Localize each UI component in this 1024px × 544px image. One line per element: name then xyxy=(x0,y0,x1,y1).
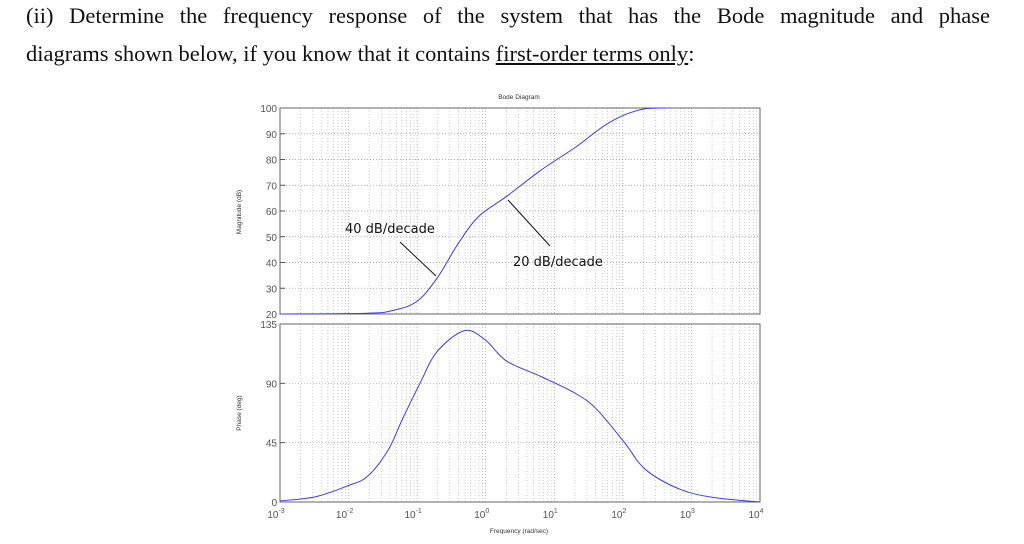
x-tick-exponent: 4 xyxy=(760,508,764,515)
question-underlined-text: first-order terms only xyxy=(495,41,689,66)
phase-axis-label: Phase (deg) xyxy=(236,395,243,430)
y-tick-label: 90 xyxy=(266,130,278,141)
annotation-arrow-40db xyxy=(399,241,437,277)
x-tick-exponent: 1 xyxy=(554,508,558,515)
y-tick-label: 70 xyxy=(266,181,278,192)
annotation-20db-per-decade: 20 dB/decade xyxy=(513,255,603,270)
question-line-1: (ii) Determine the frequency response of… xyxy=(26,3,990,28)
x-tick-exponent: 0 xyxy=(485,508,489,515)
magnitude-curve xyxy=(279,107,667,315)
question-text: diagrams shown below, if you know that i… xyxy=(26,41,496,66)
y-tick-label: 30 xyxy=(266,284,278,295)
frequency-axis-label: Frequency (rad/sec) xyxy=(490,528,548,535)
y-tick-label: 135 xyxy=(260,320,277,331)
x-tick-label: 10-2 xyxy=(336,508,353,521)
y-tick-label: 80 xyxy=(266,156,278,167)
x-tick-exponent: -1 xyxy=(416,508,422,515)
annotation-arrow-20db xyxy=(507,199,551,247)
x-tick-exponent: -2 xyxy=(347,508,353,515)
x-tick-label: 100 xyxy=(474,508,489,521)
plot-area xyxy=(280,324,760,502)
x-tick-label: 103 xyxy=(680,508,695,521)
x-tick-label: 104 xyxy=(748,508,763,521)
x-tick-label: 102 xyxy=(611,508,626,521)
x-tick-label: 10-1 xyxy=(404,508,421,521)
x-tick-exponent: -3 xyxy=(278,508,284,515)
y-tick-label: 60 xyxy=(266,207,278,218)
x-tick-label: 10-3 xyxy=(267,508,284,521)
question-line-2: diagrams shown below, if you know that i… xyxy=(26,41,990,67)
x-tick-label: 101 xyxy=(543,508,558,521)
y-tick-label: 90 xyxy=(266,379,278,390)
y-tick-label: 100 xyxy=(260,104,277,115)
y-tick-label: 50 xyxy=(266,233,278,244)
x-tick-exponent: 2 xyxy=(622,508,626,515)
axes-frame xyxy=(279,107,761,315)
annotation-40db-per-decade: 40 dB/decade xyxy=(345,222,435,237)
phase-curve xyxy=(279,329,761,503)
axes-frame xyxy=(279,323,761,503)
y-tick-label: 45 xyxy=(266,439,278,450)
y-tick-label: 40 xyxy=(266,259,278,270)
question-colon: : xyxy=(688,41,695,66)
magnitude-axis-label: Magnitude (dB) xyxy=(236,190,243,234)
y-tick-label: 20 xyxy=(266,310,278,321)
y-tick-label: 0 xyxy=(271,498,277,509)
x-tick-exponent: 3 xyxy=(691,508,695,515)
chart-title: Bode Diagram xyxy=(498,94,540,101)
